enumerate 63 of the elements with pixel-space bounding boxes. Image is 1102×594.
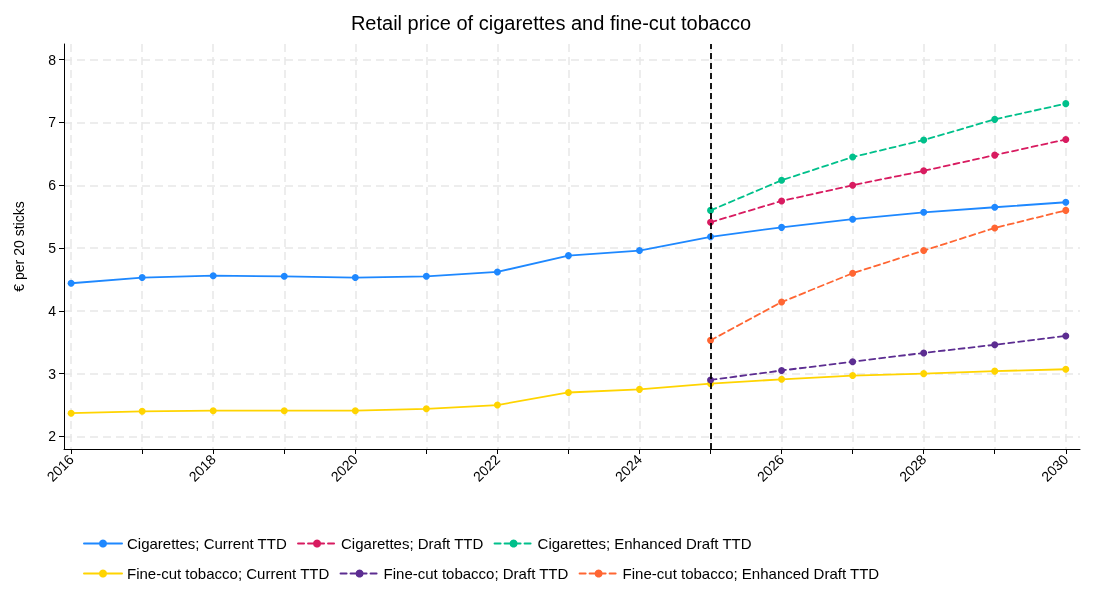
point xyxy=(778,367,786,375)
point xyxy=(778,223,786,231)
point xyxy=(1062,135,1070,143)
point xyxy=(636,385,643,393)
point xyxy=(209,272,217,280)
y-axis-title: € per 20 sticks xyxy=(11,201,27,292)
point xyxy=(280,407,288,415)
legend-label: Cigarettes; Draft TTD xyxy=(341,535,484,552)
point xyxy=(1062,332,1070,340)
y-tick-label: 8 xyxy=(48,51,57,68)
y-tick-label: 2 xyxy=(48,428,57,445)
legend-label: Cigarettes; Enhanced Draft TTD xyxy=(537,535,752,552)
y-tick-label: 6 xyxy=(48,177,57,194)
y-tick-label: 3 xyxy=(48,365,57,382)
y-tick-label: 7 xyxy=(48,114,57,131)
point xyxy=(1062,198,1070,206)
point xyxy=(493,401,501,409)
point xyxy=(920,349,928,357)
point xyxy=(920,370,928,378)
point xyxy=(422,405,430,413)
point xyxy=(849,372,857,380)
point xyxy=(564,388,572,396)
point xyxy=(991,224,999,232)
point xyxy=(991,115,999,123)
chart-title: Retail price of cigarettes and fine-cut tobacco xyxy=(350,12,752,34)
point xyxy=(209,407,217,415)
point xyxy=(1062,100,1070,108)
point xyxy=(351,407,359,415)
legend-label: Fine-cut tobacco; Current TTD xyxy=(127,565,330,582)
point xyxy=(1062,365,1070,373)
point xyxy=(778,197,786,205)
point xyxy=(849,358,857,366)
point xyxy=(138,407,146,415)
point xyxy=(849,269,857,277)
point xyxy=(493,268,501,276)
point xyxy=(778,176,786,184)
point xyxy=(280,272,288,280)
point xyxy=(778,298,786,306)
y-tick-label: 5 xyxy=(48,240,57,257)
point xyxy=(849,153,857,161)
point xyxy=(351,274,359,282)
point xyxy=(849,215,857,223)
point xyxy=(920,247,928,255)
point xyxy=(67,409,75,417)
point xyxy=(138,274,146,282)
point xyxy=(778,375,786,383)
point xyxy=(920,208,928,216)
legend-label: Fine-cut tobacco; Draft TTD xyxy=(383,565,569,582)
point xyxy=(1062,206,1070,214)
point xyxy=(422,272,430,280)
point xyxy=(564,252,572,260)
point xyxy=(67,279,75,287)
legend-label: Cigarettes; Current TTD xyxy=(127,535,287,552)
point xyxy=(849,181,857,189)
legend-label: Fine-cut tobacco; Enhanced Draft TTD xyxy=(622,565,880,582)
point xyxy=(920,167,928,175)
point xyxy=(991,151,999,159)
point xyxy=(991,203,999,211)
point xyxy=(991,367,999,375)
point xyxy=(636,247,643,255)
point xyxy=(920,136,928,144)
y-tick-label: 4 xyxy=(48,302,57,319)
point xyxy=(991,341,999,349)
